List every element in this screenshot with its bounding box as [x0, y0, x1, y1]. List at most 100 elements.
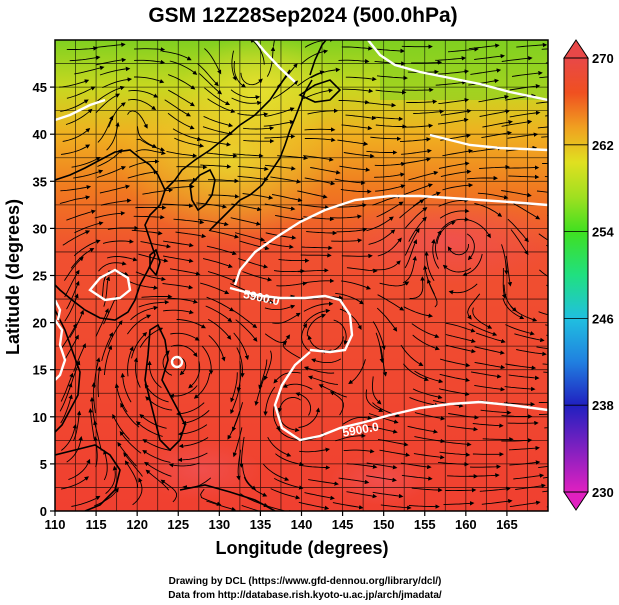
streamline: [338, 477, 370, 485]
streamline: [505, 255, 513, 287]
colorbar-tick-label: 230: [592, 485, 614, 500]
streamline: [304, 137, 336, 143]
streamline: [379, 449, 411, 457]
streamline: [537, 126, 548, 129]
streamline: [338, 58, 370, 64]
streamline: [377, 237, 402, 257]
streamline: [138, 300, 170, 308]
streamline: [335, 292, 365, 305]
streamline: [440, 109, 472, 116]
streamline: [276, 281, 308, 287]
streamline: [468, 322, 498, 336]
streamline: [136, 126, 157, 148]
streamline: [403, 306, 434, 318]
streamline: [169, 385, 198, 399]
streamline: [400, 462, 432, 470]
streamline: [400, 344, 424, 367]
streamline: [181, 409, 210, 425]
x-tick-label: 165: [496, 517, 518, 532]
streamline: [239, 436, 245, 468]
streamline: [366, 150, 398, 155]
coastline-hokkaido: [298, 79, 342, 103]
streamline: [243, 126, 275, 131]
streamline: [439, 358, 471, 368]
streamline: [408, 504, 440, 509]
streamline: [177, 424, 208, 437]
y-tick-label: 30: [33, 221, 47, 236]
streamline: [445, 487, 477, 493]
streamline: [272, 312, 301, 324]
streamline: [282, 340, 304, 360]
streamline: [411, 323, 440, 339]
streamline: [166, 177, 198, 183]
colorbar-tick-label: 270: [592, 51, 614, 66]
streamline: [311, 358, 342, 364]
y-axis-ticks: 0 5 10 15 20 25 30 35 40 45: [33, 80, 55, 519]
streamline: [162, 50, 192, 61]
streamline: [502, 297, 525, 320]
streamline: [338, 99, 370, 105]
streamline: [108, 102, 126, 128]
streamline: [401, 148, 432, 155]
streamline: [282, 383, 313, 390]
streamline: [516, 349, 547, 357]
streamline: [479, 109, 511, 117]
streamline: [374, 172, 405, 178]
streamline: [167, 297, 198, 304]
streamline: [310, 167, 341, 175]
streamline: [513, 473, 545, 480]
streamline: [470, 68, 502, 75]
streamline: [275, 214, 306, 222]
streamline: [264, 203, 296, 211]
streamline: [266, 46, 276, 77]
colorbar-tick-label: 246: [592, 311, 614, 326]
streamline: [178, 437, 209, 449]
y-tick-label: 10: [33, 410, 47, 425]
coastlines: [55, 40, 342, 511]
streamline: [480, 409, 512, 415]
streamline: [371, 376, 382, 405]
streamline: [336, 227, 368, 233]
streamline: [468, 78, 500, 86]
streamline: [270, 488, 301, 500]
streamline: [204, 87, 231, 106]
streamline: [201, 345, 214, 375]
streamline: [301, 245, 333, 251]
streamline: [169, 60, 198, 75]
streamline: [69, 309, 85, 338]
streamline: [462, 253, 483, 277]
colorbar-bottom-arrow: [563, 491, 589, 511]
streamline: [131, 229, 163, 236]
streamline: [237, 175, 269, 182]
streamline: [107, 225, 139, 231]
streamline: [332, 502, 364, 510]
streamline: [501, 268, 507, 299]
streamline: [509, 460, 541, 466]
streamline: [538, 465, 548, 469]
streamline: [414, 436, 446, 444]
streamline: [513, 203, 541, 220]
streamline: [334, 178, 366, 186]
streamline: [435, 56, 467, 61]
coastline-japan: [209, 79, 313, 231]
streamline: [193, 373, 211, 399]
streamline: [468, 473, 500, 478]
streamline: [127, 110, 148, 129]
streamline: [197, 63, 219, 87]
streamline: [447, 47, 479, 53]
streamline: [127, 314, 152, 335]
streamline: [366, 462, 398, 470]
streamline: [176, 164, 208, 170]
streamline: [408, 170, 439, 181]
streamline: [372, 194, 402, 206]
streamline: [474, 346, 505, 355]
streamline: [400, 137, 431, 142]
streamline: [66, 46, 98, 51]
streamline: [413, 191, 441, 207]
streamline: [102, 239, 134, 244]
streamline: [538, 311, 548, 316]
streamline: [71, 156, 101, 168]
streamline: [169, 268, 201, 276]
streamline: [331, 238, 363, 243]
streamline: [202, 126, 234, 136]
